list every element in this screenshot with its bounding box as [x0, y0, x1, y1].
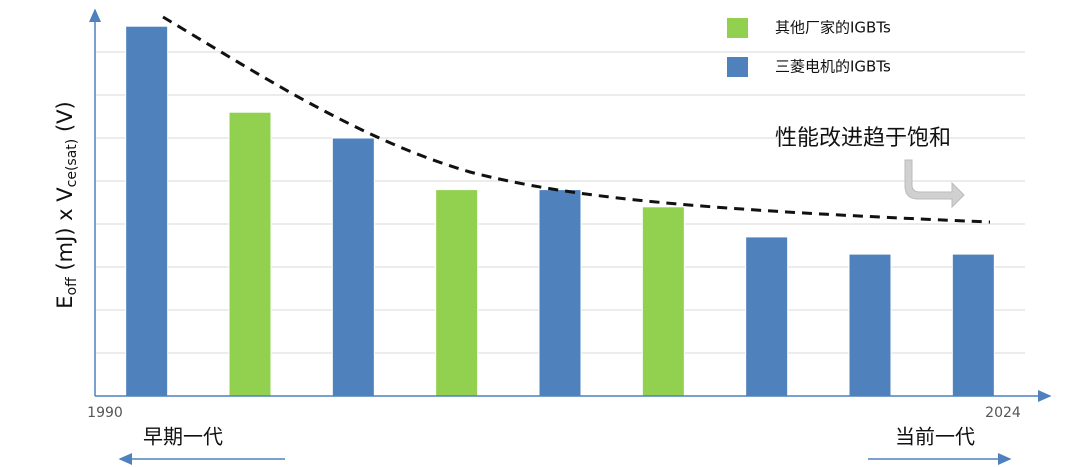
- bars: [125, 25, 995, 397]
- y-axis-label: Eoff (mJ) x Vce(sat) (V): [53, 101, 80, 308]
- x-end-label: 2024: [985, 405, 1021, 421]
- legend-swatch: [727, 57, 748, 77]
- trend-note: 性能改进趋于饱和: [775, 126, 951, 151]
- legend-label: 其他厂家的IGBTs: [775, 19, 891, 37]
- bar: [951, 253, 995, 397]
- bar: [228, 111, 272, 397]
- legend-swatch: [727, 18, 748, 38]
- bar: [848, 253, 892, 397]
- y-label-sub: off: [64, 277, 80, 296]
- bar: [641, 206, 685, 397]
- y-label-part: (mJ) x V: [53, 187, 77, 277]
- y-label-part: E: [53, 295, 77, 308]
- bar: [125, 25, 169, 397]
- bar: [538, 189, 582, 397]
- right-note: 当前一代: [895, 425, 975, 449]
- bar: [745, 236, 789, 397]
- x-start-label: 1990: [87, 405, 123, 421]
- y-label-part: (V): [53, 101, 77, 138]
- bar: [331, 137, 375, 397]
- left-note: 早期一代: [143, 425, 223, 449]
- trend-arrow: [904, 159, 965, 209]
- bar: [435, 189, 479, 397]
- y-label-sub: ce(sat): [64, 139, 80, 188]
- trend-line: [162, 15, 991, 224]
- legend: 其他厂家的IGBTs 三菱电机的IGBTs: [727, 18, 891, 77]
- legend-label: 三菱电机的IGBTs: [775, 58, 891, 76]
